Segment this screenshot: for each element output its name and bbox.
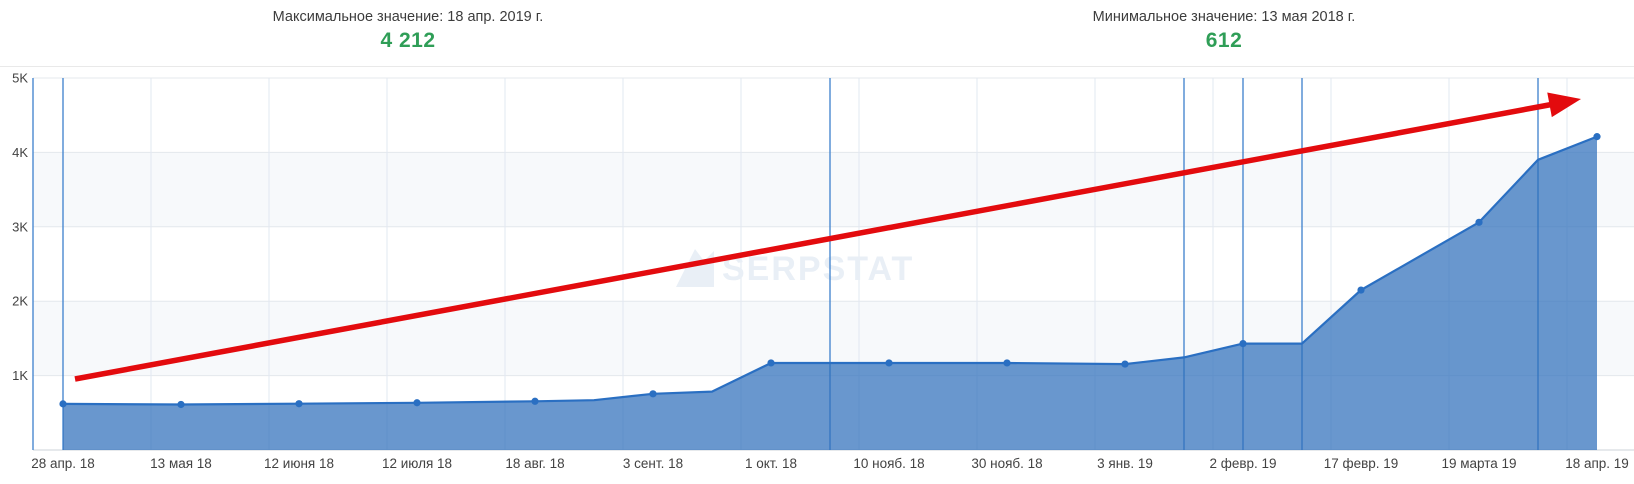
x-axis-label: 10 нояб. 18 xyxy=(853,456,924,471)
x-axis-label: 28 апр. 18 xyxy=(31,456,95,471)
data-point-marker[interactable] xyxy=(767,359,775,367)
y-axis-label: 5K xyxy=(12,71,28,86)
trend-arrow-head xyxy=(1547,92,1581,118)
min-value-label: Минимальное значение: 13 мая 2018 г. xyxy=(1092,9,1356,25)
data-point-marker[interactable] xyxy=(531,397,539,405)
chart-header: Максимальное значение: 18 апр. 2019 г. 4… xyxy=(0,0,1634,66)
y-axis-label: 1K xyxy=(12,368,28,383)
data-point-marker[interactable] xyxy=(1357,286,1365,294)
grid-band xyxy=(33,152,1634,227)
x-axis-label: 13 мая 18 xyxy=(150,456,212,471)
max-value-label: Максимальное значение: 18 апр. 2019 г. xyxy=(272,9,544,25)
min-value-block: Минимальное значение: 13 мая 2018 г. 612 xyxy=(1093,7,1356,54)
x-axis-label: 18 апр. 19 xyxy=(1565,456,1629,471)
x-axis-label: 2 февр. 19 xyxy=(1209,456,1276,471)
x-axis-label: 3 сент. 18 xyxy=(623,456,683,471)
max-value-block: Максимальное значение: 18 апр. 2019 г. 4… xyxy=(273,7,544,54)
x-axis-label: 1 окт. 18 xyxy=(745,456,797,471)
header-divider xyxy=(0,66,1634,67)
y-axis-label: 2K xyxy=(12,294,28,309)
data-point-marker[interactable] xyxy=(1003,359,1011,367)
serpstat-logo-icon xyxy=(676,249,714,287)
y-axis-label: 4K xyxy=(12,145,28,160)
x-axis-label: 19 марта 19 xyxy=(1441,456,1516,471)
data-point-marker[interactable] xyxy=(1475,218,1483,226)
min-value-number: 612 xyxy=(1205,29,1243,52)
x-axis-label: 12 июня 18 xyxy=(264,456,334,471)
data-point-marker[interactable] xyxy=(885,359,893,367)
x-axis-label: 12 июля 18 xyxy=(382,456,452,471)
data-point-marker[interactable] xyxy=(1593,133,1601,141)
data-point-marker[interactable] xyxy=(1121,360,1129,368)
data-point-marker[interactable] xyxy=(295,400,303,408)
x-axis-label: 3 янв. 19 xyxy=(1097,456,1153,471)
max-value-number: 4 212 xyxy=(380,29,436,52)
serpstat-watermark-text: SERPSTAT xyxy=(722,250,914,288)
x-axis-label: 17 февр. 19 xyxy=(1324,456,1399,471)
traffic-area-fill xyxy=(63,136,1597,450)
data-point-marker[interactable] xyxy=(1239,340,1247,348)
trend-arrow-shaft xyxy=(74,101,1554,382)
y-axis-label: 3K xyxy=(12,219,28,234)
x-axis-label: 30 нояб. 18 xyxy=(971,456,1042,471)
data-point-marker[interactable] xyxy=(59,400,67,408)
data-point-marker[interactable] xyxy=(413,399,421,407)
data-point-marker[interactable] xyxy=(649,390,657,398)
data-point-marker[interactable] xyxy=(177,400,185,409)
x-axis-label: 18 авг. 18 xyxy=(505,456,564,471)
